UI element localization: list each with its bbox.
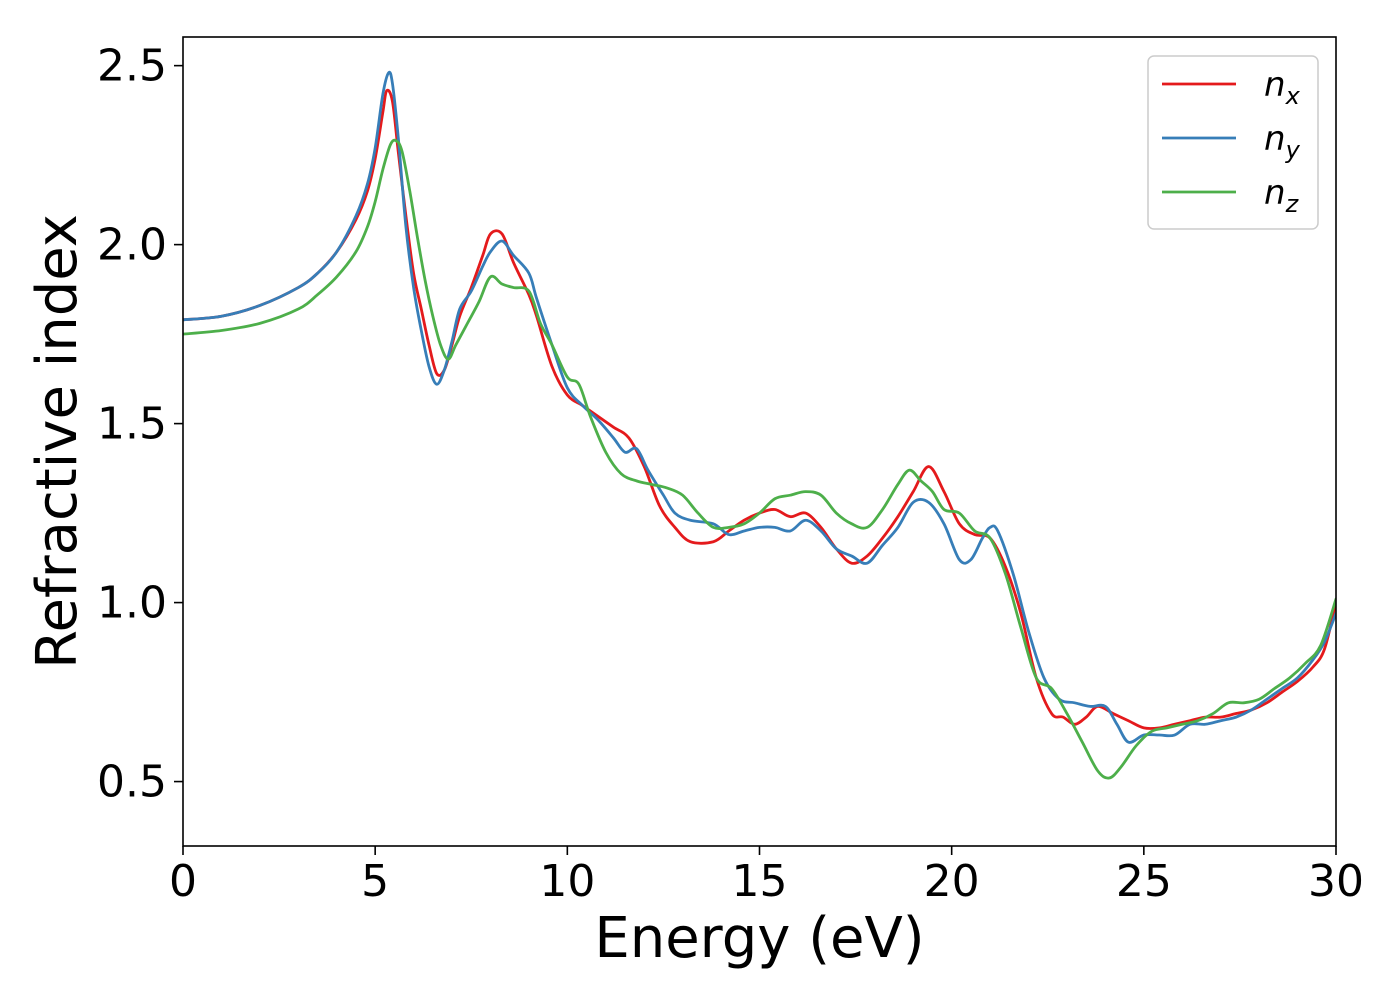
series-line-ny	[183, 70, 1336, 744]
x-tick-label: 0	[169, 856, 197, 907]
y-tick-label: 2.0	[97, 220, 167, 271]
x-tick-label: 5	[361, 856, 389, 907]
x-axis-title: Energy (eV)	[594, 906, 924, 971]
legend-label-nx: nx	[1264, 65, 1301, 110]
series-layer	[183, 70, 1336, 780]
x-tick-label: 20	[924, 856, 980, 907]
plot-background	[183, 37, 1336, 846]
y-tick-label: 1.5	[97, 399, 167, 450]
y-tick-label: 2.5	[97, 41, 167, 92]
y-axis-title: Refractive index	[25, 214, 90, 669]
x-tick-label: 10	[539, 856, 595, 907]
x-tick-label: 30	[1308, 856, 1364, 907]
legend-frame	[1147, 55, 1319, 230]
series-line-nz	[183, 138, 1336, 780]
legend-label-nz: nz	[1264, 173, 1300, 218]
legend-label-ny: ny	[1264, 119, 1301, 164]
x-tick-label: 15	[732, 856, 788, 907]
x-tick-label: 25	[1116, 856, 1172, 907]
y-tick-label: 0.5	[97, 757, 167, 808]
y-axis: 0.5 1.0 1.5 2.0 2.5	[97, 41, 183, 808]
x-axis: 0 5 10 15 20 25 30	[169, 846, 1364, 907]
y-tick-label: 1.0	[97, 578, 167, 629]
legend: nx ny nz	[1147, 55, 1319, 230]
